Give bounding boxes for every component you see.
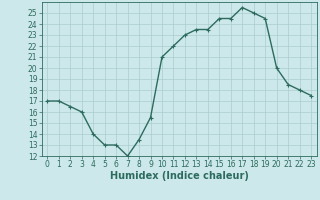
X-axis label: Humidex (Indice chaleur): Humidex (Indice chaleur): [110, 171, 249, 181]
